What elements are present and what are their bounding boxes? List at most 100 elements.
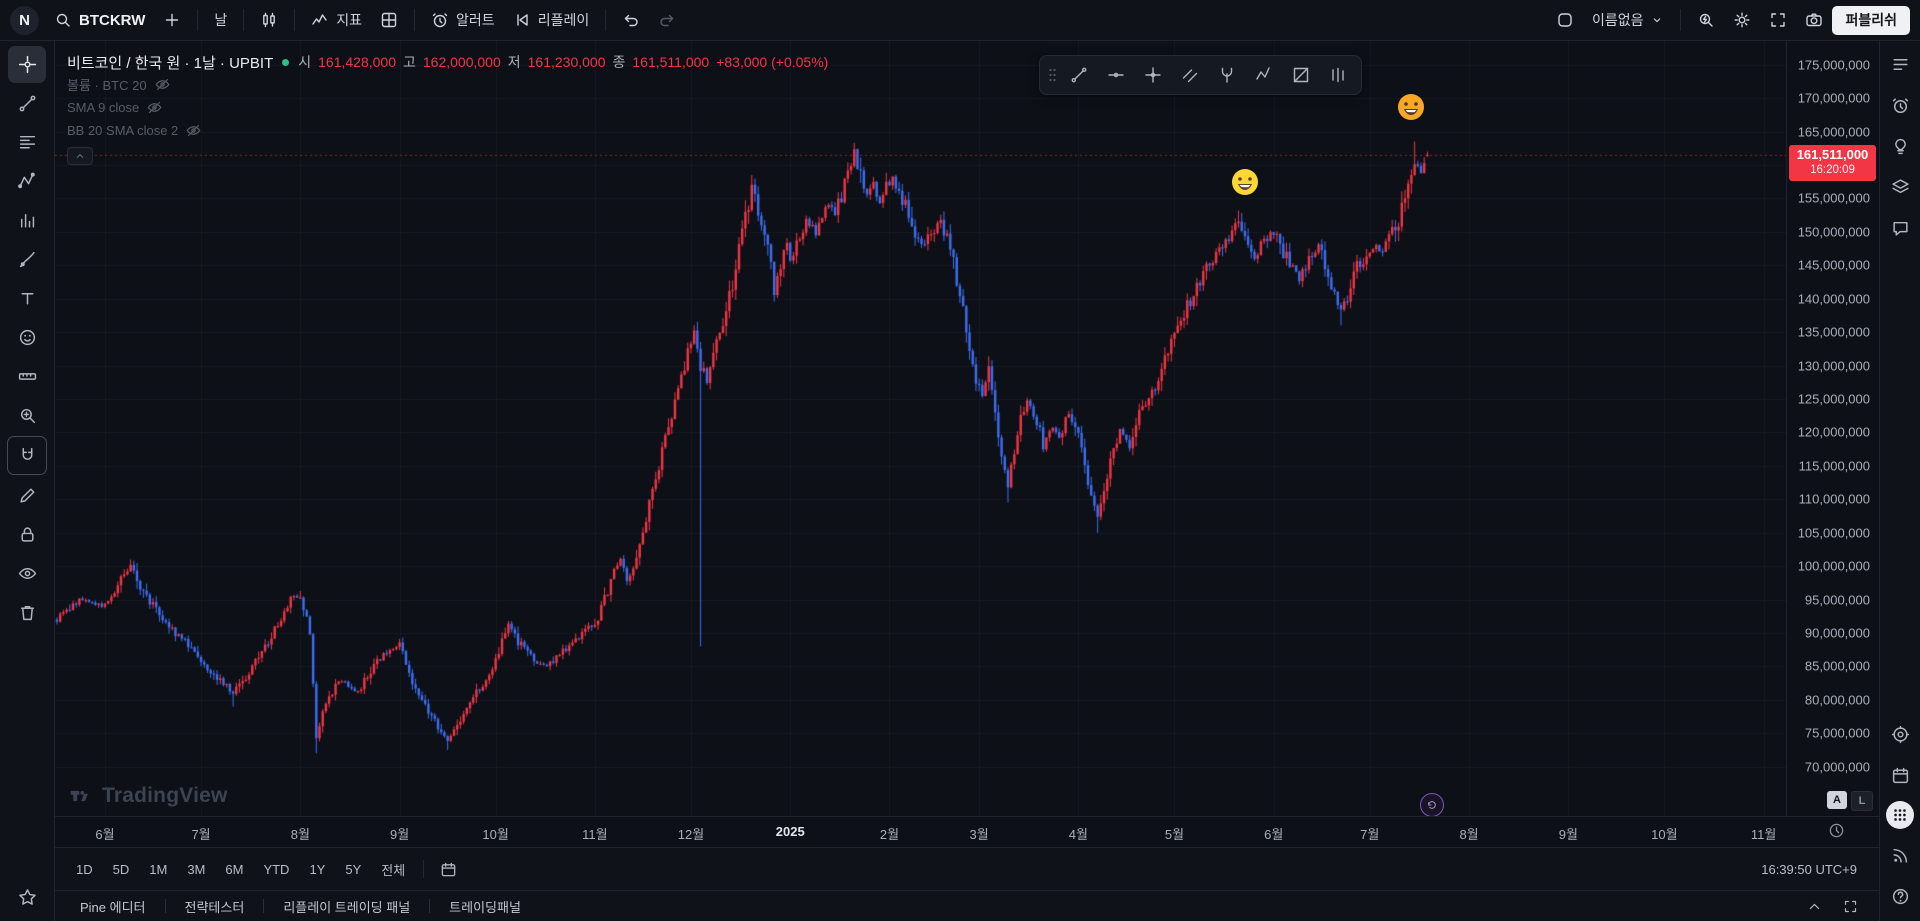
redo-button[interactable]	[649, 4, 685, 36]
tool-draw[interactable]	[8, 477, 46, 514]
go-to-date-button[interactable]	[433, 855, 463, 883]
timezone-clock-button[interactable]	[1828, 822, 1845, 842]
target-icon	[1891, 725, 1909, 743]
eye-off-icon[interactable]	[186, 123, 201, 138]
tab-pine-editor[interactable]: Pine 에디터	[80, 899, 146, 915]
tool-lock[interactable]	[8, 516, 46, 553]
undo-button[interactable]	[613, 4, 649, 36]
float-tool-bars-pattern[interactable]	[1319, 60, 1356, 91]
tool-favorites[interactable]	[8, 879, 46, 916]
tool-magnet[interactable]	[7, 436, 47, 475]
tool-trend-line[interactable]	[8, 85, 46, 122]
tool-emoji[interactable]	[8, 319, 46, 356]
legend-symbol-title[interactable]: 비트코인 / 한국 원 · 1날 · UPBIT	[67, 54, 274, 72]
layout-grid-button[interactable]	[371, 4, 407, 36]
chat-button[interactable]	[1885, 213, 1915, 243]
range-5d[interactable]: 5D	[112, 861, 130, 877]
float-tool-pitchfork[interactable]	[1208, 60, 1245, 91]
tool-forecast[interactable]	[8, 202, 46, 239]
quick-search-button[interactable]	[1688, 4, 1724, 36]
indicator-row-sma[interactable]: SMA 9 close	[67, 96, 828, 119]
indicator-row-volume[interactable]: 볼륨 · BTC 20	[67, 73, 828, 96]
float-tool-horizontal-line[interactable]	[1097, 60, 1134, 91]
range-1y[interactable]: 1Y	[309, 861, 326, 877]
price-axis-label: 150,000,000	[1797, 224, 1870, 240]
tool-remove[interactable]	[8, 594, 46, 631]
ideas-button[interactable]	[1885, 131, 1915, 161]
tool-measure[interactable]	[8, 358, 46, 395]
price-axis[interactable]: 161,511,000 16:20:09 A L 175,000,000 170,…	[1786, 41, 1879, 816]
tool-crosshair[interactable]	[8, 46, 46, 83]
alert-button[interactable]: 알러트	[422, 4, 504, 36]
user-avatar[interactable]: N	[10, 5, 39, 35]
time-axis-label: 2025	[775, 824, 805, 839]
tool-pattern[interactable]	[8, 163, 46, 200]
indicators-button[interactable]: 지표	[302, 4, 371, 36]
save-layout-button[interactable]	[1547, 4, 1583, 36]
object-tree-button[interactable]	[1885, 172, 1915, 202]
apps-button[interactable]	[1886, 801, 1914, 829]
fullscreen-button[interactable]	[1760, 4, 1796, 36]
tab-divider	[429, 899, 431, 913]
streams-button[interactable]	[1885, 840, 1915, 870]
panel-maximize-button[interactable]	[1835, 894, 1865, 918]
tab-replay-trading-panel[interactable]: 리플레이 트레이딩 패널	[283, 899, 411, 915]
emoji-sticker-money-face[interactable]	[1396, 92, 1426, 122]
range-6m[interactable]: 6M	[225, 861, 244, 877]
chart-canvas[interactable]	[55, 41, 1787, 816]
tool-hide[interactable]	[8, 555, 46, 592]
alerts-button[interactable]	[1885, 90, 1915, 120]
symbol-search-button[interactable]: BTCKRW	[45, 4, 154, 36]
tab-strategy-tester[interactable]: 전략테스터	[184, 899, 245, 915]
range-1d[interactable]: 1D	[76, 861, 93, 877]
chart-style-button[interactable]	[251, 4, 287, 36]
publish-button[interactable]: 퍼블리쉬	[1832, 5, 1910, 35]
emoji-sticker-grin[interactable]	[1230, 167, 1260, 197]
scale-toggles: A L	[1827, 791, 1873, 811]
chat-bubble-icon	[1892, 221, 1908, 236]
calendar-button[interactable]	[1885, 760, 1915, 790]
snapshot-button[interactable]	[1796, 4, 1832, 36]
log-scale-button[interactable]: L	[1851, 791, 1873, 811]
tool-brush[interactable]	[8, 241, 46, 278]
interval-label: 날	[214, 12, 228, 28]
tool-zoom-in[interactable]	[8, 397, 46, 434]
range-1m[interactable]: 1M	[149, 861, 168, 877]
float-tool-zigzag[interactable]	[1245, 60, 1282, 91]
auto-scale-button[interactable]: A	[1827, 791, 1847, 809]
float-tool-gann-box[interactable]	[1282, 60, 1319, 91]
tradingview-logo-icon	[70, 790, 88, 802]
range-ytd[interactable]: YTD	[263, 861, 290, 877]
time-axis-label: 2월	[879, 827, 900, 842]
drag-handle-icon[interactable]	[1045, 66, 1060, 84]
panel-open-button[interactable]	[1799, 894, 1829, 918]
layout-name-dropdown[interactable]: 이름없음	[1583, 4, 1674, 36]
tab-trading-panel[interactable]: 트레이딩패널	[449, 899, 521, 915]
eye-off-icon[interactable]	[147, 100, 162, 115]
high-label: 고	[403, 54, 416, 70]
range-3m[interactable]: 3M	[187, 861, 206, 877]
legend-collapse-button[interactable]	[67, 147, 93, 165]
interval-button[interactable]: 날	[205, 4, 236, 36]
time-axis[interactable]: 6월 7월 8월 9월 10월 11월 12월 2025 2월 3월 4월 5월 6월 7월 8월 9월 10월…	[55, 816, 1879, 847]
float-tool-parallel-channel[interactable]	[1171, 60, 1208, 91]
compare-add-button[interactable]	[154, 4, 190, 36]
help-button[interactable]	[1885, 881, 1915, 911]
float-tool-trend-line[interactable]	[1060, 60, 1097, 91]
price-axis-label: 85,000,000	[1804, 658, 1870, 674]
range-all[interactable]: 전체	[381, 862, 406, 878]
tool-text[interactable]	[8, 280, 46, 317]
watchlist-button[interactable]	[1885, 49, 1915, 79]
lock-icon	[20, 527, 34, 542]
eye-off-icon[interactable]	[155, 77, 170, 92]
replay-button[interactable]: 리플레이	[504, 4, 599, 36]
chart-event-badge[interactable]	[1420, 793, 1444, 816]
range-5y[interactable]: 5Y	[345, 861, 362, 877]
text-icon	[20, 293, 34, 305]
float-tool-cross-line[interactable]	[1134, 60, 1171, 91]
settings-button[interactable]	[1724, 4, 1760, 36]
clock-display[interactable]: 16:39:50 UTC+9	[1761, 861, 1857, 877]
tool-fib-retracement[interactable]	[8, 124, 46, 161]
indicator-row-bb[interactable]: BB 20 SMA close 2	[67, 119, 828, 142]
advisor-button[interactable]	[1885, 719, 1915, 749]
